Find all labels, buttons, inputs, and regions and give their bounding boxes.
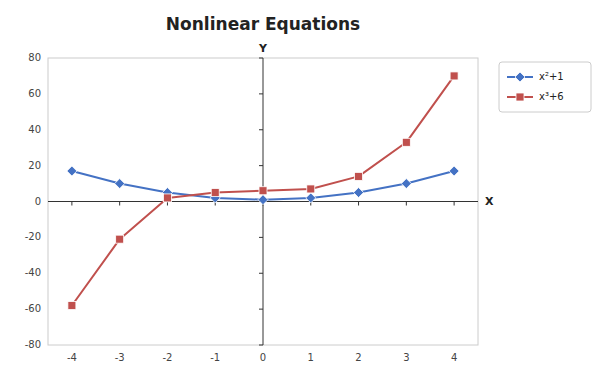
chart-title: Nonlinear Equations	[166, 14, 360, 34]
plot-frame	[48, 58, 478, 345]
series-marker	[258, 195, 268, 205]
series-marker	[449, 166, 459, 176]
series-line	[72, 76, 454, 306]
legend-box	[499, 62, 591, 112]
series-marker	[259, 187, 267, 195]
series-marker	[354, 188, 364, 198]
x-tick-label: -2	[162, 352, 172, 363]
chart-svg: Nonlinear Equations -4 -3 -2 -1 0 1 2 3 4 -80 -60 -4…	[0, 0, 599, 387]
y-tick-label: -80	[25, 339, 41, 350]
x-tick-label: 0	[260, 352, 266, 363]
series-marker	[116, 235, 124, 243]
plot-area	[67, 72, 459, 310]
series-marker	[450, 72, 458, 80]
x-tick-label: 3	[403, 352, 409, 363]
series-marker	[163, 194, 171, 202]
series-marker	[211, 189, 219, 197]
legend-label: x³+6	[539, 91, 564, 102]
y-tick	[259, 273, 263, 274]
y-tick	[259, 129, 263, 130]
x-tick-label: -1	[210, 352, 220, 363]
series-marker	[307, 185, 315, 193]
x-tick-label: 2	[355, 352, 361, 363]
legend-marker	[515, 72, 525, 82]
x-tick	[119, 202, 120, 206]
legend-marker	[516, 93, 524, 101]
series-marker	[115, 179, 125, 189]
x-tick-label: 4	[451, 352, 457, 363]
x-tick-label: -3	[115, 352, 125, 363]
y-axis-label: Y	[258, 42, 268, 55]
y-tick	[259, 58, 263, 59]
x-tick	[406, 202, 407, 206]
y-tick	[259, 309, 263, 310]
y-tick-label: -40	[25, 267, 41, 278]
y-tick-label: -60	[25, 303, 41, 314]
y-tick-label: 0	[35, 196, 41, 207]
x-tick-label: -4	[67, 352, 77, 363]
y-tick-label: 60	[28, 88, 41, 99]
y-tick-label: 20	[28, 160, 41, 171]
series-marker	[355, 172, 363, 180]
legend-label: x²+1	[539, 71, 564, 82]
series-marker	[402, 138, 410, 146]
series-marker	[68, 302, 76, 310]
legend: x²+1 x³+6	[499, 62, 591, 112]
y-tick-label: 80	[28, 52, 41, 63]
y-tick-label: 40	[28, 124, 41, 135]
series-marker	[67, 166, 77, 176]
x-tick	[358, 202, 359, 206]
series-marker	[401, 179, 411, 189]
x-tick-label: 1	[308, 352, 314, 363]
x-axis-label: X	[485, 195, 494, 208]
chart-container: Nonlinear Equations -4 -3 -2 -1 0 1 2 3 4 -80 -60 -4…	[0, 0, 599, 387]
x-tick	[71, 202, 72, 206]
y-tick	[259, 345, 263, 346]
y-tick-label: -20	[25, 231, 41, 242]
y-tick	[259, 237, 263, 238]
x-tick	[454, 202, 455, 206]
y-tick	[259, 165, 263, 166]
y-tick	[259, 93, 263, 94]
series-marker	[306, 193, 316, 203]
